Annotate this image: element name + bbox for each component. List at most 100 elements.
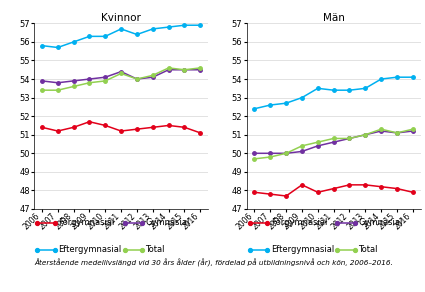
Eftergymnasial — [71, 40, 76, 44]
Text: Eftergymnasial: Eftergymnasial — [271, 245, 334, 254]
Förgymnasial — [182, 126, 187, 129]
Gymnasial — [40, 79, 45, 83]
Eftergymnasial — [410, 75, 415, 79]
Förgymnasial — [315, 191, 320, 194]
Förgymnasial — [103, 124, 108, 127]
Eftergymnasial — [134, 33, 139, 36]
Total — [182, 68, 187, 72]
Gymnasial — [331, 140, 336, 144]
Eftergymnasial — [379, 77, 384, 81]
Line: Total: Total — [253, 127, 414, 161]
Gymnasial — [150, 75, 155, 79]
Text: Förgymnasial: Förgymnasial — [58, 218, 115, 227]
Text: Total: Total — [358, 245, 377, 254]
Eftergymnasial — [55, 46, 60, 49]
Total — [410, 127, 415, 131]
Gymnasial — [119, 70, 124, 73]
Text: Återstående medellivslängd vid 30 års ålder (år), fördelad på utbildningsnivå oc: Återstående medellivslängd vid 30 års ål… — [34, 258, 393, 267]
Total — [119, 72, 124, 75]
Eftergymnasial — [119, 27, 124, 31]
Eftergymnasial — [315, 86, 320, 90]
Gymnasial — [134, 77, 139, 81]
Förgymnasial — [40, 126, 45, 129]
Total — [268, 155, 273, 159]
Eftergymnasial — [347, 88, 352, 92]
Total — [347, 137, 352, 140]
Förgymnasial — [134, 127, 139, 131]
Förgymnasial — [363, 183, 368, 187]
Eftergymnasial — [198, 23, 203, 27]
Eftergymnasial — [394, 75, 400, 79]
Line: Total: Total — [40, 66, 202, 92]
Line: Förgymnasial: Förgymnasial — [253, 183, 414, 198]
Gymnasial — [410, 129, 415, 133]
Gymnasial — [283, 152, 289, 155]
Gymnasial — [166, 68, 171, 72]
Line: Förgymnasial: Förgymnasial — [40, 120, 202, 135]
Eftergymnasial — [150, 27, 155, 31]
Gymnasial — [379, 129, 384, 133]
Gymnasial — [55, 81, 60, 84]
Gymnasial — [300, 150, 305, 153]
Total — [103, 79, 108, 83]
Förgymnasial — [87, 120, 92, 124]
Eftergymnasial — [300, 96, 305, 99]
Total — [198, 66, 203, 70]
Gymnasial — [87, 77, 92, 81]
Gymnasial — [182, 68, 187, 72]
Eftergymnasial — [166, 25, 171, 29]
Total — [300, 144, 305, 148]
Total — [283, 152, 289, 155]
Text: Gymnasial: Gymnasial — [358, 218, 402, 227]
Förgymnasial — [300, 183, 305, 187]
Line: Eftergymnasial: Eftergymnasial — [253, 75, 414, 110]
Förgymnasial — [394, 187, 400, 190]
Förgymnasial — [379, 185, 384, 188]
Eftergymnasial — [268, 103, 273, 107]
Förgymnasial — [55, 129, 60, 133]
Förgymnasial — [410, 191, 415, 194]
Total — [166, 66, 171, 70]
Text: Total: Total — [145, 245, 165, 254]
Total — [40, 88, 45, 92]
Förgymnasial — [119, 129, 124, 133]
Förgymnasial — [283, 194, 289, 198]
Förgymnasial — [347, 183, 352, 187]
Line: Gymnasial: Gymnasial — [253, 129, 414, 155]
Förgymnasial — [198, 131, 203, 135]
Eftergymnasial — [252, 107, 257, 110]
Gymnasial — [252, 152, 257, 155]
Gymnasial — [347, 137, 352, 140]
Eftergymnasial — [283, 101, 289, 105]
Förgymnasial — [150, 126, 155, 129]
Förgymnasial — [166, 124, 171, 127]
Total — [87, 81, 92, 84]
Text: Gymnasial: Gymnasial — [145, 218, 190, 227]
Eftergymnasial — [182, 23, 187, 27]
Förgymnasial — [268, 192, 273, 196]
Total — [71, 85, 76, 88]
Total — [363, 133, 368, 136]
Gymnasial — [198, 68, 203, 72]
Gymnasial — [71, 79, 76, 83]
Gymnasial — [103, 75, 108, 79]
Text: Eftergymnasial: Eftergymnasial — [58, 245, 122, 254]
Title: Män: Män — [323, 13, 345, 22]
Total — [55, 88, 60, 92]
Total — [315, 140, 320, 144]
Line: Eftergymnasial: Eftergymnasial — [40, 23, 202, 49]
Förgymnasial — [71, 126, 76, 129]
Eftergymnasial — [331, 88, 336, 92]
Gymnasial — [315, 144, 320, 148]
Eftergymnasial — [87, 34, 92, 38]
Total — [379, 127, 384, 131]
Gymnasial — [268, 152, 273, 155]
Total — [394, 131, 400, 135]
Eftergymnasial — [363, 86, 368, 90]
Total — [134, 77, 139, 81]
Gymnasial — [394, 131, 400, 135]
Total — [331, 137, 336, 140]
Eftergymnasial — [40, 44, 45, 47]
Förgymnasial — [252, 191, 257, 194]
Line: Gymnasial: Gymnasial — [40, 68, 202, 84]
